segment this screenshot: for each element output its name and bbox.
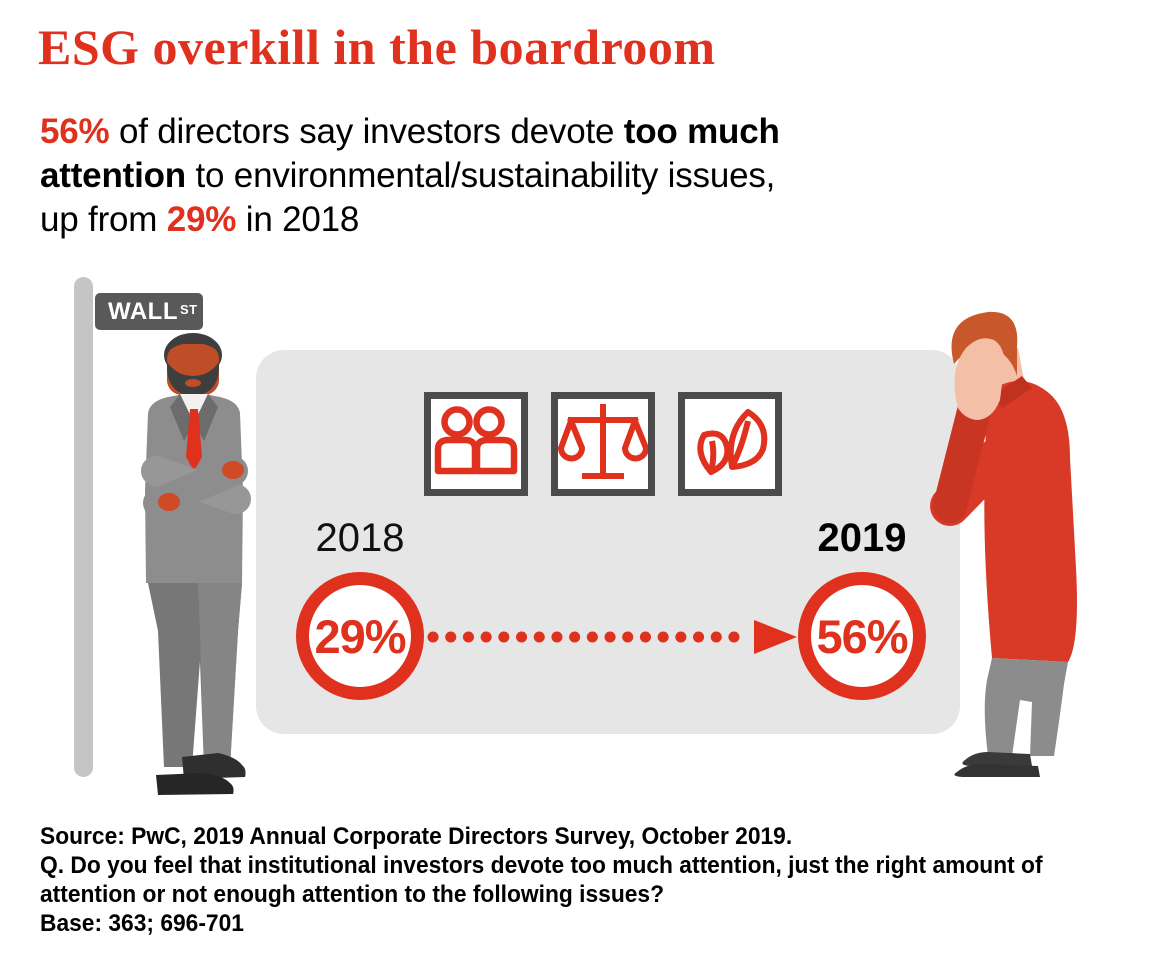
question-line-2: attention or not enough attention to the… xyxy=(40,881,665,908)
esg-tile-social xyxy=(424,392,528,496)
source-note: Source: PwC, 2019 Annual Corporate Direc… xyxy=(40,822,1043,938)
businessman-crossed-arms-illustration xyxy=(141,333,251,795)
shoe xyxy=(962,752,1032,766)
value-2018: 29% xyxy=(314,609,406,663)
year-label-2019: 2019 xyxy=(817,516,907,560)
shoe xyxy=(954,764,1040,777)
value-circle-2018: 29% xyxy=(296,572,424,700)
base-line: Base: 363; 696-701 xyxy=(40,910,244,937)
people-icon xyxy=(434,406,518,475)
subtitle-line-2: attention to environmental/sustainabilit… xyxy=(40,156,776,195)
shoe xyxy=(182,753,246,779)
year-label-2018: 2018 xyxy=(315,516,405,560)
shirt xyxy=(180,394,208,423)
leaf-icon xyxy=(697,409,768,475)
signpost-pole xyxy=(74,277,93,777)
trend-arrow-icon xyxy=(427,620,797,654)
question-line-1: Q. Do you feel that institutional invest… xyxy=(40,852,1043,879)
wall-st-sign: WALL ST xyxy=(95,293,203,330)
subtitle-line-3: up from 29% in 2018 xyxy=(40,200,360,239)
tie xyxy=(186,409,202,471)
value-circle-2019: 56% xyxy=(798,572,926,700)
hand-over-face xyxy=(954,338,1005,420)
mouth xyxy=(185,379,201,387)
collar xyxy=(992,376,1032,408)
stat-56: 56% xyxy=(40,112,110,151)
subtitle: 56% of directors say investors devote to… xyxy=(40,110,780,242)
source-line: Source: PwC, 2019 Annual Corporate Direc… xyxy=(40,823,793,850)
esg-tile-governance xyxy=(551,392,655,496)
wall-st-sign-label: WALL xyxy=(108,297,178,325)
trousers xyxy=(984,658,1068,756)
wall-st-sign-suffix: ST xyxy=(179,302,198,317)
hand xyxy=(222,461,244,479)
subtitle-line-1: 56% of directors say investors devote to… xyxy=(40,112,780,151)
hand xyxy=(158,493,180,511)
stat-29: 29% xyxy=(166,200,237,239)
esg-tile-environment xyxy=(678,392,782,496)
shoe xyxy=(156,773,234,795)
facepalm-man-illustration xyxy=(930,311,1077,777)
page-title: ESG overkill in the boardroom xyxy=(38,19,716,75)
value-2019: 56% xyxy=(816,609,908,663)
scales-icon xyxy=(558,404,648,479)
